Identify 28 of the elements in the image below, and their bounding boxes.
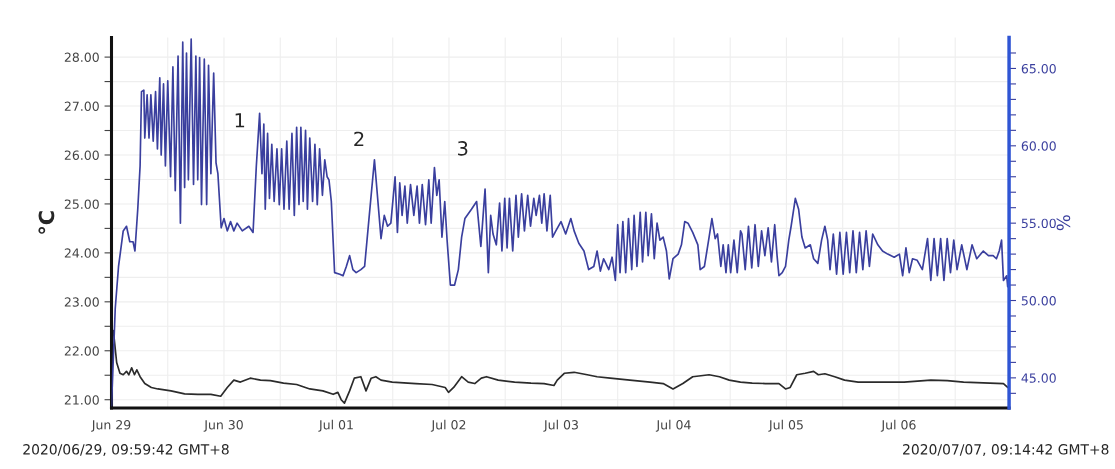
- y-tick-label: 24.00: [64, 248, 99, 258]
- x-tick-label: Jul 04: [655, 419, 691, 432]
- y-tick-label: 28.00: [64, 52, 99, 63]
- x-tick-label: Jul 05: [768, 419, 803, 432]
- y-tick-label: 26.00: [64, 150, 99, 160]
- y2-tick-label: 55.00: [1021, 218, 1056, 229]
- x-tick-label: Jun 30: [203, 420, 243, 432]
- y-tick-label: 22.00: [64, 346, 99, 356]
- y2-tick-label: 50.00: [1021, 295, 1056, 306]
- x-tick-label: Jul 01: [318, 419, 353, 432]
- y2-tick-label: 45.00: [1021, 373, 1056, 383]
- x-tick-label: Jul 06: [880, 419, 916, 432]
- y-tick-label: 21.00: [64, 395, 99, 405]
- annotation: 2: [354, 131, 364, 147]
- y-tick-label: 27.00: [64, 101, 99, 111]
- y-axis-title: °C: [38, 211, 55, 234]
- y2-tick-label: 65.00: [1021, 63, 1056, 74]
- x-tick-label: Jul 03: [543, 419, 578, 432]
- y-tick-label: 25.00: [64, 199, 99, 209]
- y2-axis-title: %: [1056, 215, 1071, 231]
- y-tick-label: 23.00: [64, 297, 99, 307]
- text: 2020/06/29, 09:59:42 GMT+8: [23, 444, 229, 456]
- annotation: 1: [235, 113, 245, 128]
- text: 2020/07/07, 09:14:42 GMT+8: [903, 444, 1109, 456]
- x-tick-label: Jun 29: [91, 420, 131, 432]
- x-tick-label: Jul 02: [430, 419, 466, 432]
- y2-tick-label: 60.00: [1021, 141, 1056, 151]
- annotation: 3: [458, 141, 468, 156]
